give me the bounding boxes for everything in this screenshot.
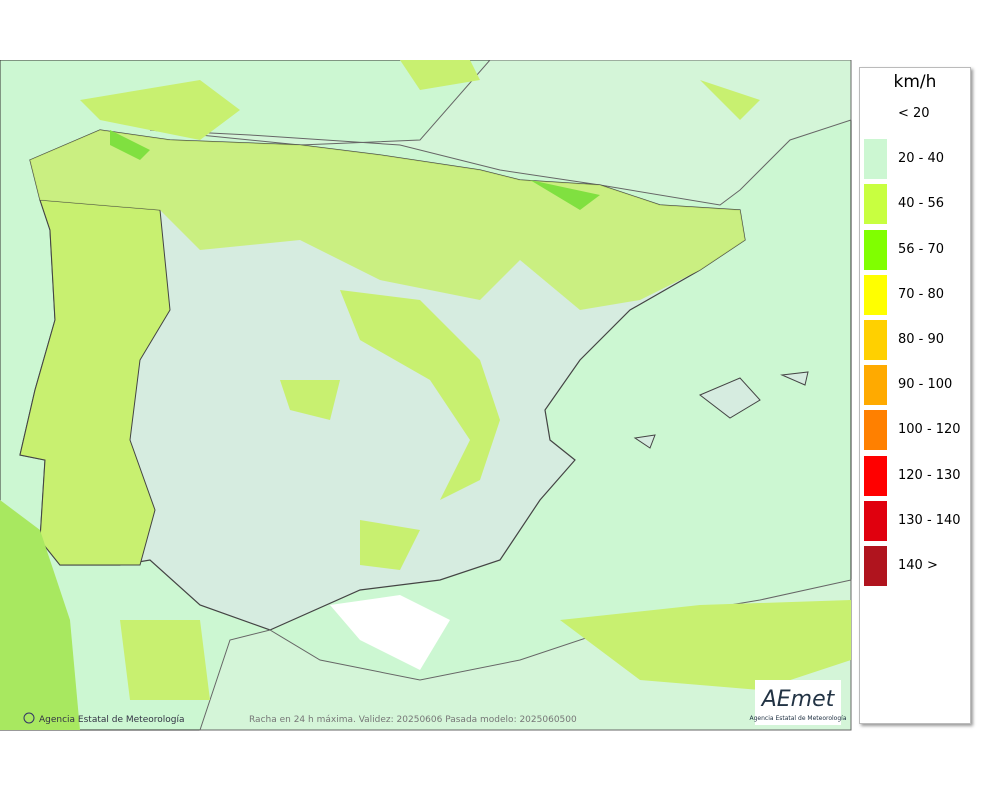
footer-left: Agencia Estatal de Meteorología [39,715,185,725]
logo: AEmet [760,687,836,712]
legend-entry: 130 - 140 [864,500,968,541]
copyright-icon [23,712,35,724]
legend-label: 20 - 40 [898,151,945,167]
legend-label: 130 - 140 [898,512,961,528]
gust-area [80,60,760,140]
gust-area [120,600,851,700]
legend-label: < 20 [898,106,930,121]
legend-entry: 20 - 40 [864,139,968,180]
legend-label: 100 - 120 [898,422,961,438]
legend-entry: 40 - 56 [864,184,968,225]
footer-center: Racha en 24 h máxima. Validez: 20250606 … [249,715,577,725]
no-data [330,595,450,670]
legend-swatch [864,455,887,496]
land-france [149,60,852,206]
map: Agencia Estatal de Meteorología Racha en… [0,60,852,731]
legend-swatch [864,410,887,451]
gust-area [0,500,80,730]
legend-label: 56 - 70 [898,241,945,257]
legend-entry: 70 - 80 [864,274,968,315]
legend: km/h < 20 20 - 40 40 - 56 56 - 70 70 - 80 80 … [859,67,971,724]
legend-entry: 140 > [864,546,968,586]
legend-swatch [864,320,887,360]
legend-entry: 80 - 90 [864,320,968,360]
legend-entry: 100 - 120 [864,410,968,451]
legend-swatch [864,139,887,180]
legend-swatch [864,184,887,225]
legend-swatch [864,500,887,541]
legend-entry: 56 - 70 [864,229,968,270]
legend-label: 140 > [898,558,938,573]
legend-label: 120 - 130 [898,467,961,483]
legend-label: 90 - 100 [898,377,953,393]
gust-area [280,290,500,570]
legend-swatch [864,274,887,315]
legend-entry: < 20 [864,94,968,134]
legend-entry: 90 - 100 [864,365,968,406]
legend-label: 40 - 56 [898,196,945,212]
legend-swatch [864,546,887,586]
gust-area [30,130,745,310]
legend-entry: 120 - 130 [864,455,968,496]
legend-swatch [864,229,887,270]
legend-unit: km/h [893,72,937,92]
legend-swatch [864,365,887,406]
gust-area [19,199,171,566]
legend-label: 70 - 80 [898,286,945,302]
logo-subtitle: Agencia Estatal de Meteorología [750,715,847,722]
logo-box [755,680,841,725]
legend-label: 80 - 90 [898,332,945,347]
land-balearic [633,371,809,449]
